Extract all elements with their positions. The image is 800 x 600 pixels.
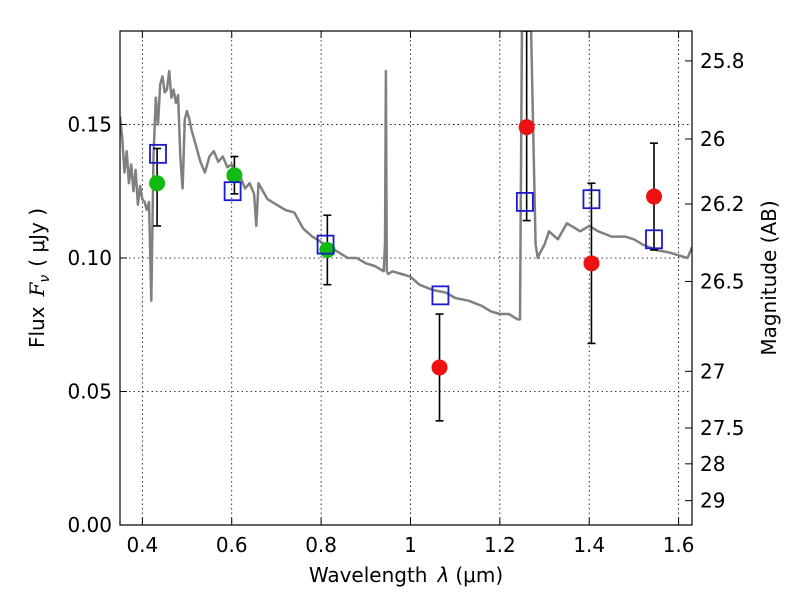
data-point-circle [583,255,600,272]
x-label-symbol: λ [437,563,450,587]
model-point-square [149,143,167,164]
y2-tick-label: 29 [700,489,725,513]
model-point-square [645,229,663,250]
y2-tick-label: 27.5 [700,416,745,440]
axis-ticks: 0.4 0.6 0.8 1 1.2 1.4 1.6 0.00 0.05 0.10 0.15 25.8 2… [67,31,745,557]
data-point-circle [518,119,535,136]
y2-tick-label: 25.8 [700,49,745,73]
x-tick-label: 0.6 [216,533,248,557]
y-tick-label: 0.00 [67,513,112,537]
model-point-square [316,234,335,255]
y-label-unit: ( μJy ) [25,208,49,267]
plot-frame [119,30,693,526]
y-label-text: Flux [25,306,49,348]
x-tick-label: 1.4 [573,533,605,557]
x-tick-label: 0.8 [305,533,337,557]
x-tick-label: 1 [404,533,417,557]
grid-lines [120,31,692,525]
y2-axis-label: Magnitude (AB) [757,200,781,355]
marker-layer [149,119,663,376]
model-point-square [582,189,601,210]
model-point-square [515,191,534,212]
data-point-circle [149,175,166,192]
y-label-symbol: F [25,281,49,297]
y2-tick-label: 27 [700,359,725,383]
y2-tick-label: 26.2 [700,192,745,216]
data-point-circle [431,359,448,376]
x-tick-label: 0.4 [126,533,158,557]
data-point-circle [646,188,663,205]
y-label-subscript: ν [37,275,53,283]
model-spectrum-layer [120,31,692,321]
x-tick-label: 1.2 [484,533,516,557]
model-point-square [431,285,450,306]
y2-tick-label: 26 [700,127,725,151]
x-label-text: Wavelength [309,563,428,587]
y-tick-label: 0.15 [67,112,112,136]
x-tick-label: 1.6 [663,533,695,557]
model-point-square [223,181,242,202]
x-label-unit: (μm) [455,563,503,587]
y2-tick-label: 28 [700,452,725,476]
y-axis-label: Flux Fν ( μJy ) [25,208,53,348]
model-spectrum-line [120,31,692,321]
y-tick-label: 0.05 [67,379,112,403]
x-axis-label: Wavelength λ (μm) [309,563,503,587]
y2-tick-label: 26.5 [700,269,745,293]
y-tick-label: 0.10 [67,246,112,270]
data-point-circle [226,167,243,184]
